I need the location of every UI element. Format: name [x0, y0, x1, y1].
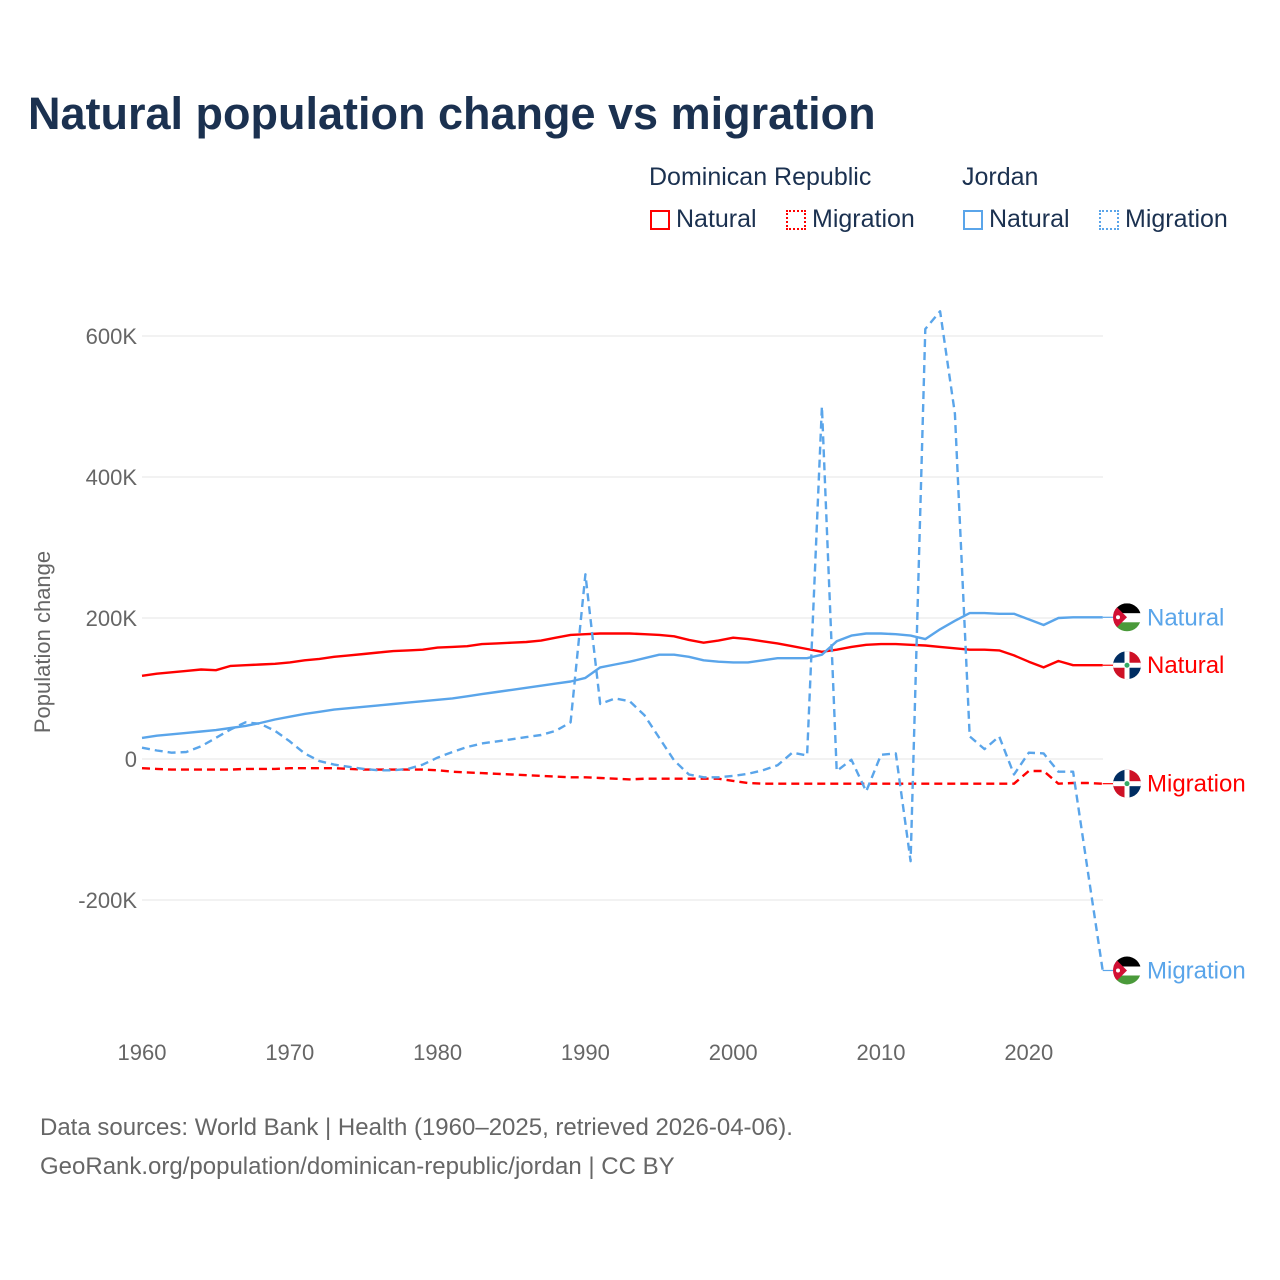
- footer-sources: Data sources: World Bank | Health (1960–…: [40, 1114, 793, 1141]
- x-tick-label: 1960: [118, 1040, 167, 1065]
- legend-label: Migration: [1125, 205, 1228, 233]
- legend-group-jordan: Jordan: [962, 163, 1039, 191]
- x-tick-label: 1970: [265, 1040, 314, 1065]
- legend-dr-natural[interactable]: Natural: [650, 205, 757, 234]
- series-line-dominican-republic-natural: [141, 632, 1103, 677]
- y-tick-label: 0: [125, 747, 137, 772]
- chart-title: Natural population change vs migration: [28, 88, 876, 139]
- footer: Data sources: World Bank | Health (1960–…: [40, 1108, 793, 1186]
- legend-swatch-dotted-blue: [1099, 209, 1119, 230]
- y-tick-label: 600K: [86, 324, 138, 349]
- end-label-jordan-natural: Natural: [1147, 604, 1224, 631]
- legend-group-dominican-republic: Dominican Republic: [649, 163, 872, 191]
- end-label-dominican-republic-migration: Migration: [1147, 771, 1246, 798]
- x-tick-label: 1980: [413, 1040, 462, 1065]
- y-tick-label: 400K: [86, 465, 138, 490]
- end-label-jordan-migration: Migration: [1147, 958, 1246, 985]
- x-tick-label: 2010: [857, 1040, 906, 1065]
- legend-dr-migration[interactable]: Migration: [786, 205, 915, 234]
- legend-swatch-dotted-red: [786, 209, 806, 230]
- y-tick-label: -200K: [78, 888, 137, 913]
- y-tick-label: 200K: [86, 606, 138, 631]
- series-line-jordan-natural: [141, 611, 1103, 740]
- legend-label: Natural: [989, 205, 1070, 233]
- dominican-republic-flag-icon: [1113, 769, 1141, 798]
- x-tick-label: 1990: [561, 1040, 610, 1065]
- jordan-flag-icon: [1113, 603, 1141, 632]
- x-tick-label: 2020: [1004, 1040, 1053, 1065]
- legend-label: Natural: [676, 205, 757, 233]
- legend-jordan-natural[interactable]: Natural: [963, 205, 1070, 234]
- y-axis-label: Population change: [30, 551, 55, 733]
- series-line-jordan-migration: [141, 310, 1104, 971]
- legend-swatch-solid-red: [650, 209, 670, 230]
- jordan-flag-icon: [1113, 956, 1141, 985]
- legend-jordan-migration[interactable]: Migration: [1099, 205, 1228, 234]
- legend-swatch-solid-blue: [963, 209, 983, 230]
- dominican-republic-flag-icon: [1113, 651, 1141, 680]
- series-line-dominican-republic-migration: [141, 767, 1103, 785]
- footer-link[interactable]: GeoRank.org/population/dominican-republi…: [40, 1153, 675, 1180]
- x-tick-label: 2000: [709, 1040, 758, 1065]
- legend-label: Migration: [812, 205, 915, 233]
- end-label-dominican-republic-natural: Natural: [1147, 652, 1224, 679]
